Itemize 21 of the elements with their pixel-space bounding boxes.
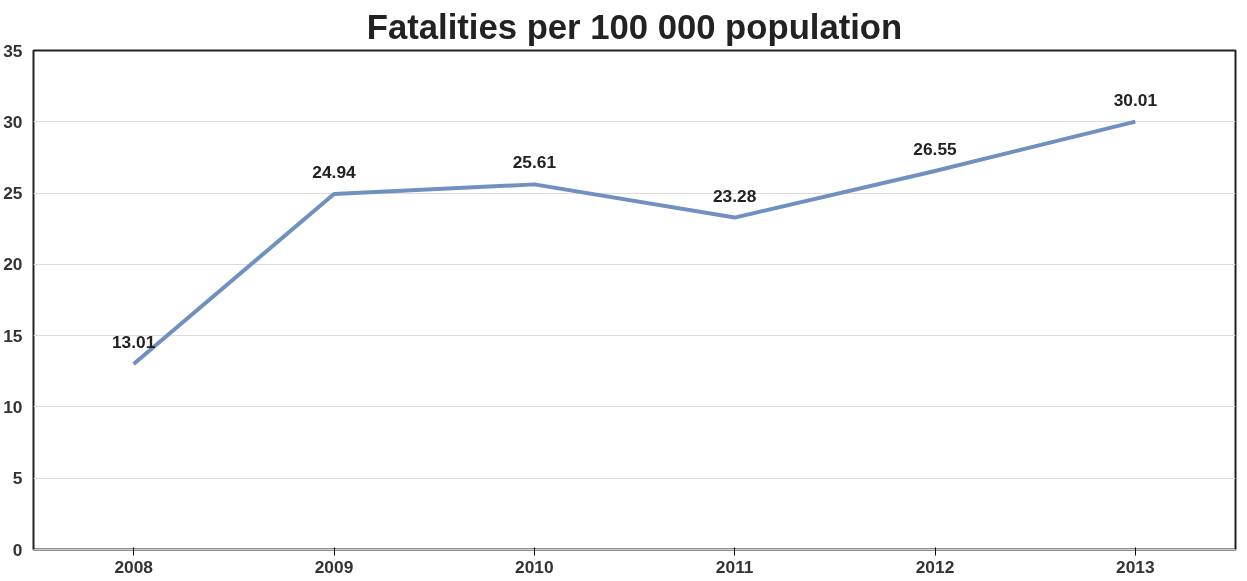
chart-title: Fatalities per 100 000 population — [366, 7, 903, 46]
y-tick-label: 10 — [3, 396, 23, 417]
data-label: 24.94 — [312, 161, 357, 182]
y-tick-label: 15 — [3, 325, 23, 346]
y-tick-label: 0 — [12, 539, 23, 560]
y-tick-label: 20 — [3, 254, 23, 275]
data-label: 25.61 — [512, 152, 557, 173]
y-tick-label: 5 — [12, 468, 23, 489]
x-tick-label: 2011 — [715, 556, 754, 577]
data-label: 23.28 — [712, 185, 757, 206]
data-label: 26.55 — [913, 138, 958, 159]
y-tick-label: 25 — [3, 183, 23, 204]
y-tick-label: 30 — [3, 111, 23, 132]
x-tick-label: 2009 — [314, 556, 354, 577]
y-tick-label: 35 — [3, 40, 23, 61]
x-tick-label: 2013 — [1116, 556, 1155, 577]
x-tick-label: 2012 — [915, 556, 955, 577]
x-tick-label: 2010 — [515, 556, 554, 577]
data-label: 13.01 — [111, 332, 156, 353]
x-tick-label: 2008 — [114, 556, 154, 577]
data-label: 30.01 — [1113, 89, 1158, 110]
